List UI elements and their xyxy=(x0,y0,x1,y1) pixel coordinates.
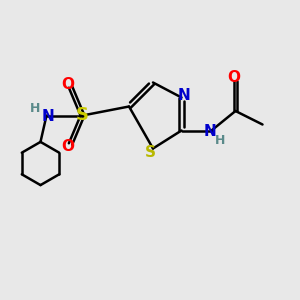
Text: O: O xyxy=(61,140,74,154)
Text: H: H xyxy=(215,134,226,147)
Text: S: S xyxy=(76,106,89,124)
Text: N: N xyxy=(42,110,54,124)
Text: H: H xyxy=(30,101,40,115)
Text: S: S xyxy=(145,145,156,160)
Text: O: O xyxy=(61,76,74,92)
Text: O: O xyxy=(227,70,241,85)
Text: N: N xyxy=(178,88,190,103)
Text: N: N xyxy=(204,124,216,140)
